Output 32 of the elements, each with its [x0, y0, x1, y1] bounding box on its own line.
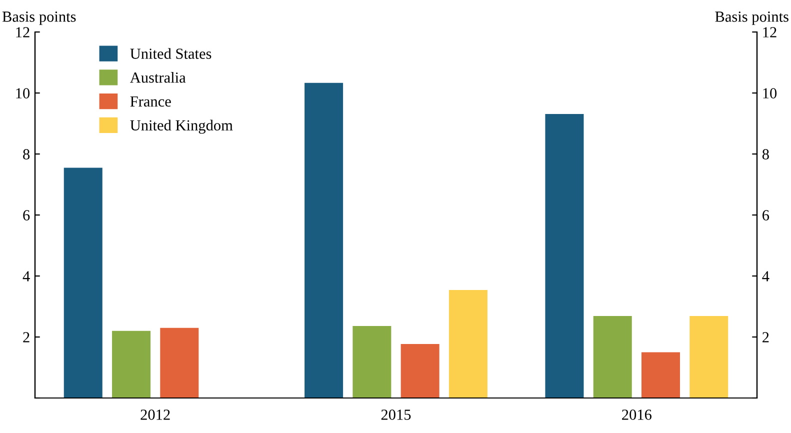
bar	[593, 316, 632, 398]
y2-axis-title: Basis points	[715, 12, 788, 25]
bar	[690, 316, 728, 398]
legend-label: Australia	[130, 72, 186, 83]
legend-label: United Kingdom	[130, 120, 233, 134]
y2-tick-label: 6	[762, 210, 770, 220]
bar	[64, 168, 102, 398]
bar	[641, 352, 680, 398]
y2-tick-label: 4	[762, 271, 770, 282]
bar	[160, 328, 199, 398]
y-tick-label: 8	[23, 149, 30, 160]
x-tick-label: 2015	[381, 410, 411, 420]
bar	[112, 330, 151, 398]
bar	[545, 114, 584, 398]
x-tick-label: 2016	[622, 410, 652, 420]
y-tick-label: 10	[16, 88, 30, 98]
y-tick-label: 12	[16, 27, 30, 38]
bar	[448, 290, 488, 398]
y2-tick-label: 12	[763, 27, 776, 38]
legend-label: France	[130, 96, 171, 107]
bar	[304, 82, 344, 398]
y2-tick-label: 10	[763, 88, 777, 98]
y-tick-label: 2	[23, 332, 30, 342]
y-axis-title: Basis points	[2, 12, 76, 25]
y2-tick-label: 2	[762, 332, 769, 342]
legend-label: United States	[130, 48, 212, 59]
bar	[400, 344, 440, 398]
y-tick-label: 6	[23, 210, 30, 220]
y2-tick-label: 8	[762, 149, 769, 160]
bar	[352, 326, 392, 398]
x-tick-label: 2012	[140, 410, 170, 420]
y-tick-label: 4	[22, 271, 30, 282]
